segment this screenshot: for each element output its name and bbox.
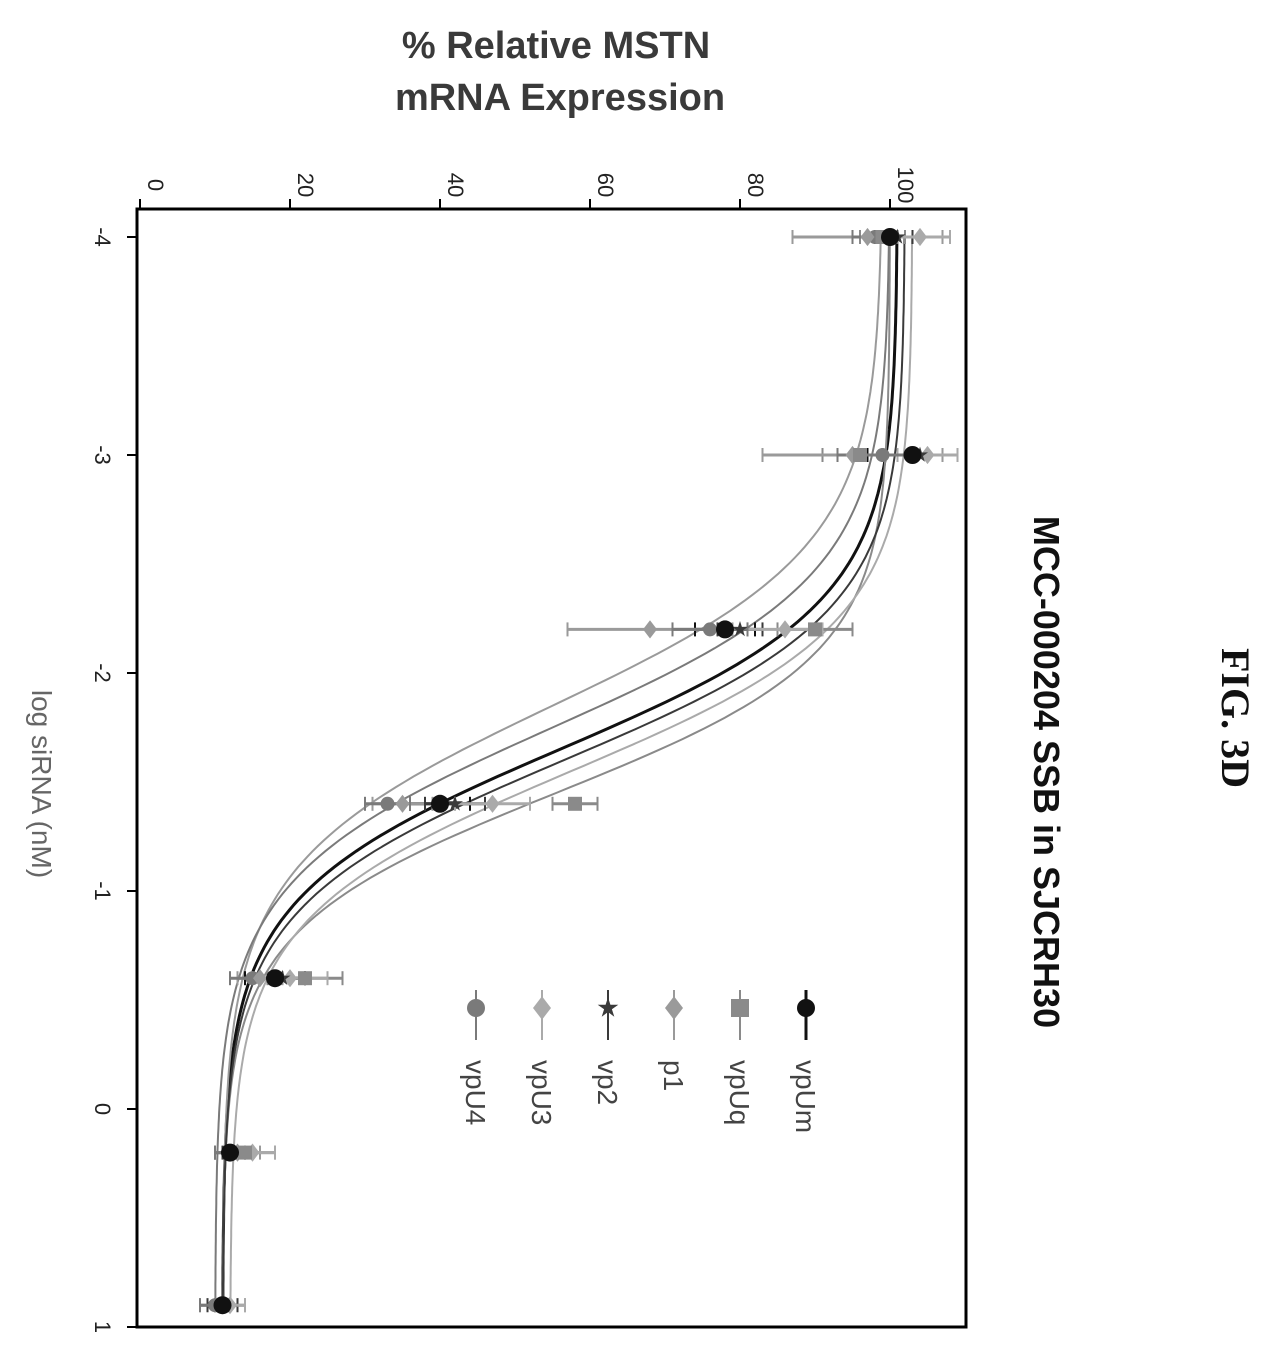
- x-tick-label: 0: [90, 1103, 115, 1115]
- legend-label-vp2: vp2: [592, 1060, 623, 1105]
- legend-marker-vpU3: [533, 996, 551, 1020]
- x-axis-label: log siRNA (nM): [26, 690, 57, 878]
- point-vp2: [447, 795, 463, 811]
- legend-marker-vpUm: [797, 999, 815, 1017]
- y-tick-label: 60: [593, 173, 618, 197]
- curve-p1: [221, 236, 882, 1306]
- y-axis-label-line-2: mRNA Expression: [395, 77, 725, 119]
- legend-label-vpU3: vpU3: [526, 1060, 557, 1125]
- x-tick-label: -3: [90, 445, 115, 465]
- y-tick-label: 100: [893, 167, 918, 204]
- point-p1: [395, 794, 410, 813]
- point-vpU3: [778, 620, 792, 639]
- legend-label-vpUq: vpUq: [724, 1060, 755, 1125]
- point-vpUm: [716, 620, 734, 639]
- point-vpUm: [881, 228, 899, 246]
- legend-label-vpU4: vpU4: [460, 1060, 491, 1125]
- point-vpUm: [903, 446, 922, 464]
- y-axis-label-line-1: % Relative MSTN: [402, 25, 710, 67]
- curve-vp2: [221, 236, 906, 1306]
- point-vpUq: [568, 796, 582, 811]
- chart-title: MCC-000204 SSB in SJCRH30: [1026, 516, 1067, 1028]
- y-tick-label: 80: [743, 173, 768, 197]
- curve-vpU4: [214, 236, 890, 1306]
- y-tick-label: 20: [293, 173, 318, 197]
- legend-marker-p1: [665, 996, 683, 1020]
- x-tick-label: 1: [90, 1321, 115, 1333]
- x-tick-label: -2: [90, 663, 115, 683]
- point-vpU4: [380, 796, 395, 811]
- point-vpUm: [266, 969, 284, 988]
- point-vp2: [732, 621, 748, 637]
- point-vpU3: [913, 227, 927, 247]
- point-vpUm: [213, 1296, 232, 1315]
- point-vpUq: [238, 1145, 252, 1160]
- legend: vpUm vpUq p1 vp2 vpU3 vpU4: [460, 990, 821, 1133]
- y-tick-label: 0: [143, 179, 168, 191]
- point-p1: [253, 969, 267, 988]
- curve-vpUm: [221, 237, 899, 1306]
- point-vpUq: [808, 622, 822, 637]
- point-p1: [643, 620, 657, 639]
- x-tick-label: -1: [90, 881, 115, 901]
- point-p1: [860, 227, 875, 247]
- curve-vpU3: [229, 236, 914, 1306]
- figure-label: FIG. 3D: [1213, 648, 1258, 788]
- legend-marker-vpU4: [467, 999, 485, 1017]
- legend-marker-vp2: [597, 997, 619, 1017]
- legend-label-vpUm: vpUm: [790, 1060, 821, 1133]
- point-vpU4: [875, 448, 890, 462]
- y-tick-label: 40: [443, 173, 468, 197]
- point-vpUm: [431, 794, 449, 813]
- point-vpU4: [703, 622, 717, 637]
- point-vpUq: [853, 448, 867, 462]
- point-vpUq: [298, 971, 312, 986]
- legend-marker-vpUq: [731, 999, 749, 1017]
- legend-label-p1: p1: [658, 1060, 689, 1091]
- curve-vpUq: [221, 237, 891, 1306]
- plot-frame: [135, 207, 968, 1329]
- x-tick-label: -4: [90, 227, 115, 247]
- point-vpUm: [221, 1143, 239, 1162]
- point-vpU3: [485, 794, 500, 813]
